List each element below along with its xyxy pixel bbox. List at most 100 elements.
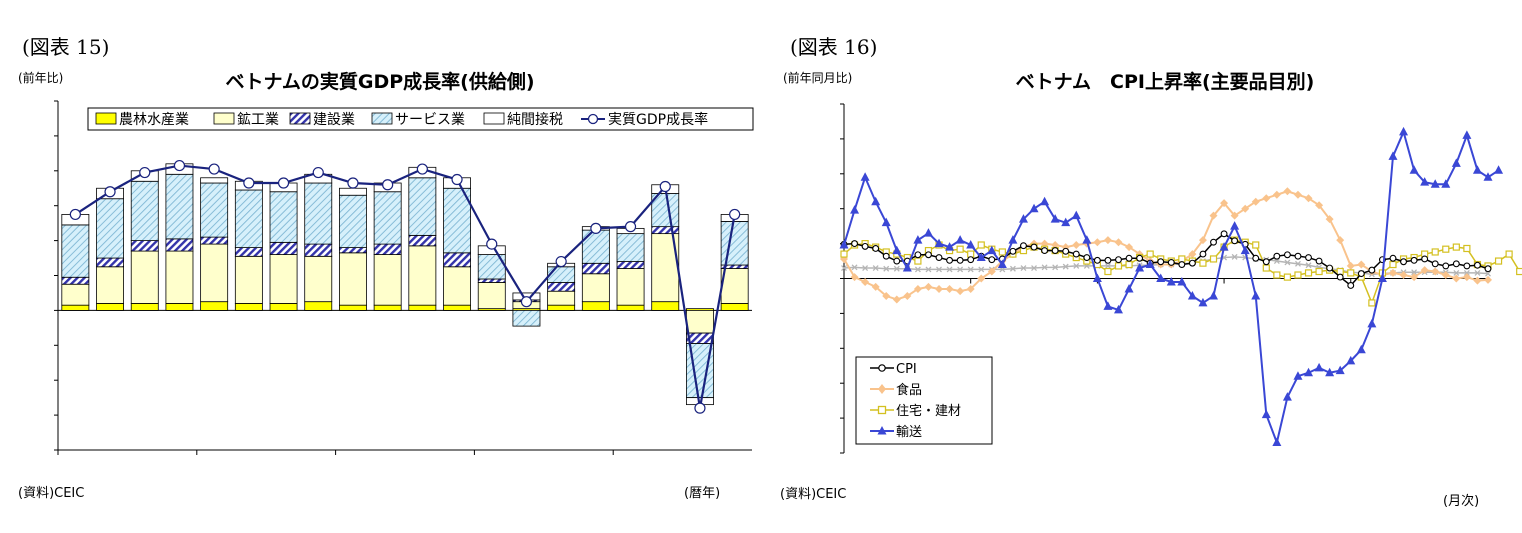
- cpi-point: [1231, 237, 1239, 245]
- bar-segment: [339, 304, 367, 311]
- transport-point: [1483, 172, 1493, 181]
- bar-segment: [61, 224, 90, 278]
- cpi-point: [1125, 254, 1133, 262]
- bar-segment: [234, 255, 263, 304]
- cpi-point: [1336, 273, 1344, 281]
- other-point: [1052, 264, 1059, 271]
- cpi-unit-label: (前年同月比): [783, 70, 852, 85]
- housing-point: [1104, 267, 1112, 276]
- cpi-point: [1051, 247, 1059, 255]
- other-point: [957, 266, 964, 273]
- transport-point: [1314, 362, 1324, 372]
- transport-point: [871, 196, 881, 206]
- transport-point: [1472, 165, 1482, 174]
- gdp-growth-point: [312, 166, 324, 179]
- bar-segment: [61, 304, 90, 311]
- cpi-point: [851, 240, 859, 248]
- bar-segment: [130, 180, 159, 242]
- bar-segment: [477, 282, 506, 310]
- gdp-legend-frame: [87, 107, 754, 131]
- cpi-chart-title: ベトナム CPI上昇率(主要品目別): [1016, 70, 1315, 93]
- bar-segment: [616, 304, 645, 311]
- food-point: [1209, 211, 1218, 220]
- transport-point: [1304, 367, 1314, 377]
- housing-point: [1262, 264, 1270, 272]
- transport-point: [1251, 290, 1261, 300]
- food-point: [1452, 274, 1461, 283]
- bar-segment: [547, 304, 576, 311]
- housing-point: [1209, 255, 1218, 263]
- food-point: [1262, 194, 1271, 203]
- gdp-growth-point: [243, 177, 255, 189]
- transport-point: [1282, 392, 1292, 401]
- transport-point: [1272, 437, 1282, 447]
- cpi-point: [1220, 230, 1228, 238]
- food-point: [1125, 243, 1134, 252]
- transport-point: [892, 245, 902, 255]
- legend-marker-housing: [877, 405, 887, 415]
- transport-point: [1420, 177, 1430, 186]
- gdp-growth-point: [347, 177, 359, 189]
- transport-point: [1377, 273, 1387, 282]
- legend-marker-gdp: [587, 113, 599, 125]
- housing-point: [1294, 271, 1302, 279]
- other-point: [862, 265, 869, 271]
- transport-point: [1008, 235, 1018, 244]
- cpi-point: [1199, 250, 1207, 258]
- cpi-point: [1326, 264, 1334, 272]
- transport-point: [1494, 165, 1504, 174]
- legend-swatch-mining: [213, 112, 235, 125]
- food-point: [1336, 236, 1345, 245]
- housing-point: [1304, 269, 1313, 277]
- transport-point: [1325, 367, 1335, 377]
- transport-point: [1462, 130, 1472, 139]
- gdp-growth-point: [659, 180, 671, 193]
- housing-point: [1125, 260, 1133, 269]
- other-point: [883, 265, 890, 272]
- cpi-point: [1083, 254, 1091, 262]
- gdp-source: (資料)CEIC: [18, 486, 84, 501]
- bar-segment: [339, 247, 367, 254]
- food-point: [1293, 190, 1302, 199]
- gdp-growth-point: [555, 255, 567, 268]
- bar-segment: [130, 303, 159, 311]
- cpi-point: [1178, 261, 1186, 268]
- bar-segment: [165, 238, 194, 252]
- food-point: [1230, 211, 1239, 220]
- bar-segment: [443, 266, 471, 306]
- housing-point: [1431, 248, 1439, 256]
- transport-point: [1198, 297, 1208, 307]
- transport-point: [1029, 203, 1039, 213]
- bar-segment: [269, 191, 298, 243]
- food-point: [1251, 197, 1260, 206]
- cpi-point: [925, 251, 932, 259]
- other-point: [1463, 269, 1470, 276]
- cpi-legend: CPI 食品 住宅・建材 輸送: [855, 356, 993, 445]
- transport-point: [902, 263, 912, 272]
- cpi-point: [1410, 256, 1418, 264]
- housing-point: [1273, 271, 1281, 279]
- gdp-chart-title: ベトナムの実質GDP成長率(供給側): [225, 70, 534, 93]
- food-point: [1441, 271, 1450, 280]
- transport-point: [1367, 318, 1377, 328]
- gdp-growth-point: [277, 177, 290, 189]
- food-point: [1388, 268, 1397, 277]
- food-point: [935, 284, 944, 293]
- food-point: [1410, 273, 1419, 282]
- bar-segment: [339, 194, 367, 248]
- cpi-point: [1347, 282, 1355, 289]
- bar-segment: [477, 278, 506, 283]
- other-point: [851, 264, 858, 271]
- other-point: [1231, 253, 1238, 260]
- transport-point: [1346, 355, 1356, 365]
- food-point: [1241, 204, 1250, 213]
- bar-segment: [61, 276, 90, 285]
- food-point: [987, 267, 996, 276]
- bar-segment: [165, 173, 194, 240]
- housing-point: [1146, 250, 1154, 258]
- other-point: [978, 266, 985, 273]
- transport-point: [1040, 196, 1050, 206]
- housing-point: [977, 241, 985, 249]
- legend-label-services: サービス業: [395, 112, 465, 128]
